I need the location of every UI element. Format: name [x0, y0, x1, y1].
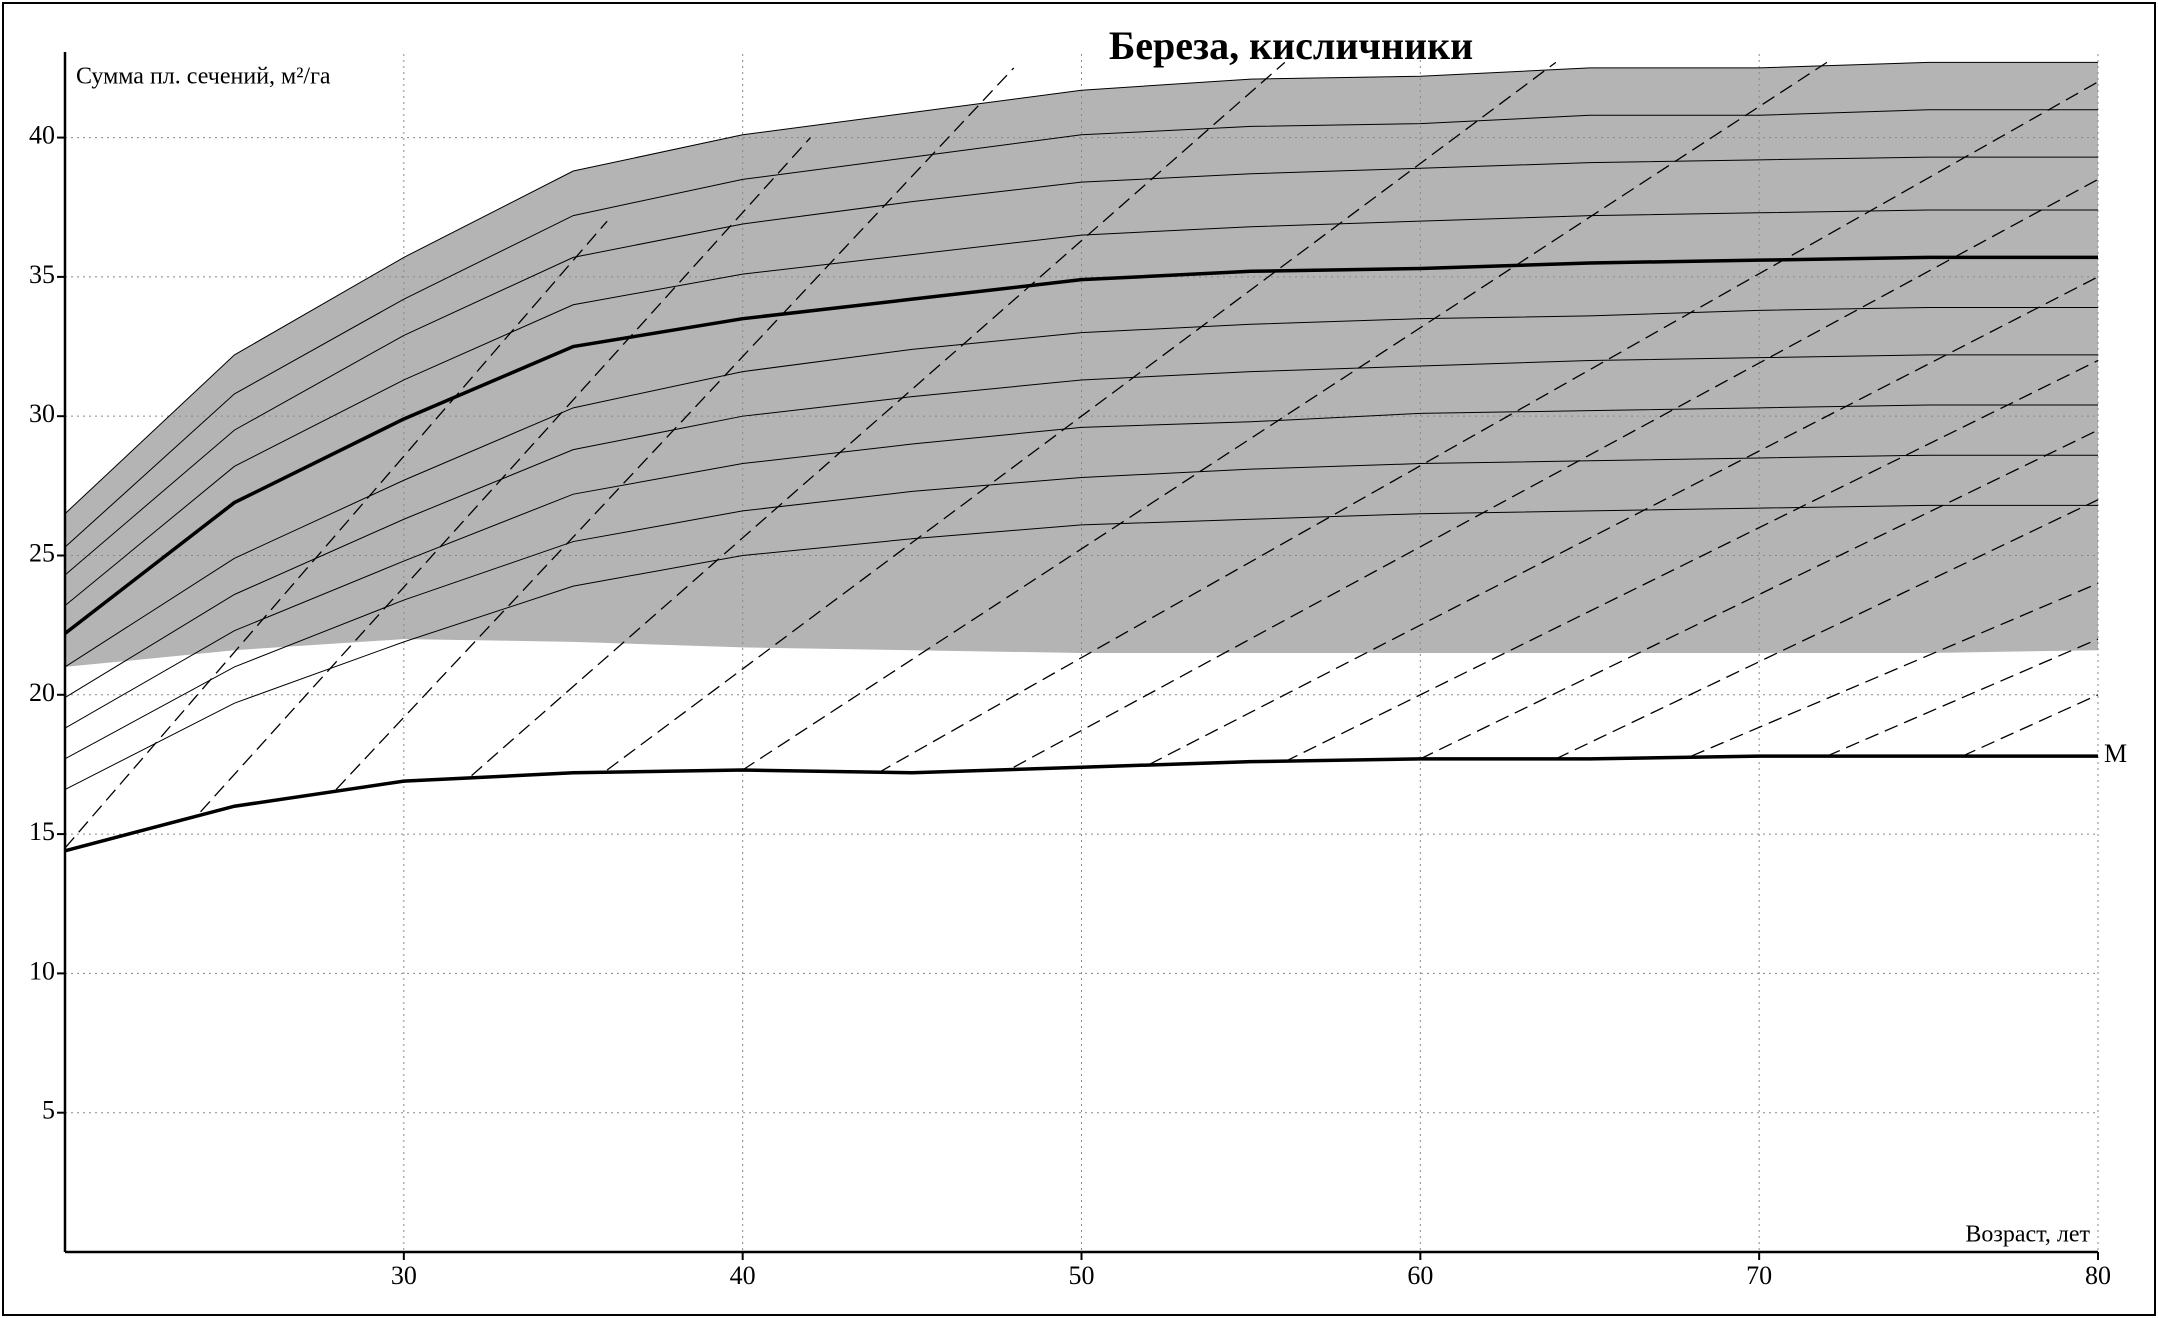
line: [64, 404, 2098, 729]
y-tick-label: 10: [29, 956, 55, 985]
y-tick-label: 25: [29, 538, 55, 567]
dashed-line: [1826, 638, 2099, 757]
dashed-line: [335, 67, 1015, 790]
line: [64, 454, 2098, 760]
x-tick-label: 70: [1746, 1261, 1772, 1290]
line: [64, 754, 2098, 853]
line: [64, 209, 2098, 607]
line: [64, 61, 2098, 515]
x-tick-label: 30: [391, 1261, 417, 1290]
dashed-line: [877, 81, 2099, 774]
dashed-line: [200, 137, 811, 813]
y-tick-label: 5: [42, 1096, 55, 1125]
line: [64, 109, 2098, 548]
x-tick-label: 50: [1069, 1261, 1095, 1290]
dashed-line: [606, 61, 1557, 771]
dashed-line: [1691, 582, 2099, 757]
x-tick-label: 40: [730, 1261, 756, 1290]
line: [63, 255, 2098, 635]
y-tick-label: 20: [29, 678, 55, 707]
shaded-band: [65, 62, 2098, 667]
dashed-line: [1013, 178, 2099, 768]
dashed-line: [1284, 359, 2099, 763]
y-tick-label: 40: [29, 121, 55, 150]
line: [64, 504, 2098, 790]
plot: 5 10 15 20 25 30 35 40 30 40 50 60 70 80 М: [29, 52, 2127, 1290]
dashed-line: [742, 61, 1828, 771]
y-tick-label: 15: [29, 817, 55, 846]
line: [64, 307, 2098, 668]
y-tick-label: 35: [29, 260, 55, 289]
line: [64, 354, 2098, 699]
y-axis-label: Сумма пл. сечений, м²/га: [76, 64, 331, 90]
x-tick-label: 80: [2085, 1261, 2111, 1290]
dashed-line: [1962, 694, 2099, 757]
line-label: М: [2104, 739, 2127, 768]
dashed-line: [1148, 276, 2099, 766]
x-tick-label: 60: [1407, 1261, 1433, 1290]
y-tick-label: 30: [29, 399, 55, 428]
dashed-line: [471, 61, 1286, 777]
line: [64, 156, 2098, 576]
dashed-line: [1555, 499, 2099, 760]
x-axis-label: Возраст, лет: [1965, 1222, 2090, 1248]
chart-title: Береза, кисличники: [1109, 23, 1473, 68]
